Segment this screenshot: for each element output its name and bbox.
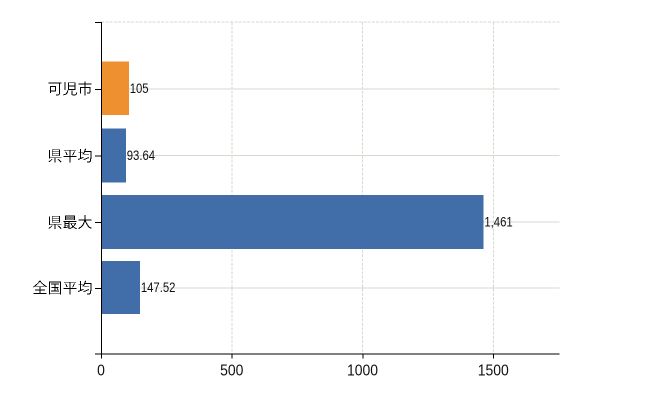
svg-text:1500: 1500	[478, 362, 509, 380]
svg-text:1000: 1000	[347, 362, 378, 380]
svg-text:93.64: 93.64	[127, 148, 155, 163]
svg-text:105: 105	[130, 81, 149, 96]
svg-text:0: 0	[97, 362, 105, 380]
svg-text:500: 500	[220, 362, 243, 380]
svg-text:147.52: 147.52	[141, 280, 176, 295]
svg-text:1,461: 1,461	[484, 214, 512, 229]
